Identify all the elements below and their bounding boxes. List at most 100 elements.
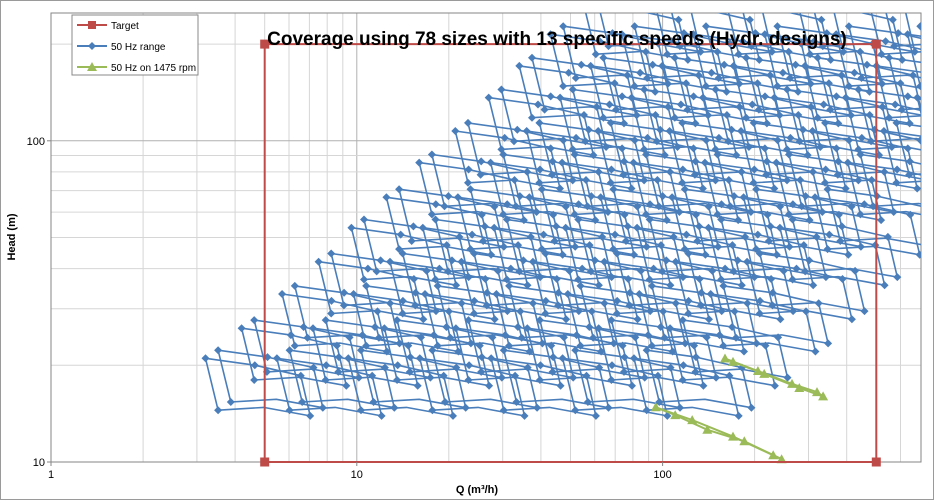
- series-50hz-point: [347, 223, 356, 232]
- series-50hz-point: [398, 309, 407, 318]
- series-50hz-point: [363, 264, 372, 273]
- series-50hz-point: [556, 381, 565, 390]
- y-tick-label: 100: [27, 136, 45, 148]
- series-50hz-point: [546, 30, 555, 39]
- series-50hz-point: [689, 92, 698, 101]
- series-50hz-point: [693, 237, 702, 245]
- series-50hz-point: [745, 15, 754, 24]
- series-50hz-point: [879, 127, 888, 135]
- series-50hz-point: [794, 87, 803, 96]
- series-50hz-point: [660, 333, 669, 342]
- series-50hz-point: [732, 151, 741, 160]
- series-50hz-point: [591, 411, 600, 420]
- series-50hz-point: [606, 178, 615, 187]
- series-50hz-point: [880, 281, 889, 290]
- series-50hz-point: [357, 346, 365, 355]
- series-50hz-point: [576, 281, 585, 290]
- series-50hz-point: [577, 60, 586, 69]
- series-50hz-point: [700, 158, 709, 167]
- series-50hz-point: [534, 100, 542, 109]
- series-50hz-point: [419, 315, 428, 324]
- series-50hz-point: [734, 216, 743, 225]
- series-50hz-point: [860, 307, 869, 316]
- series-50hz-point: [446, 333, 455, 342]
- series-50hz-point: [691, 119, 700, 128]
- series-50hz-point: [877, 216, 886, 225]
- series-50hz-point: [605, 100, 614, 109]
- series-50hz-point: [635, 290, 644, 298]
- series-50hz-point: [428, 346, 437, 355]
- series-50hz-point: [431, 215, 440, 224]
- series-50hz-point: [705, 315, 713, 324]
- series-50hz-point: [808, 127, 817, 135]
- series-50hz-point: [382, 193, 391, 202]
- series-50hz-point: [618, 92, 627, 101]
- series-50hz-point: [536, 361, 545, 370]
- series-50hz-point: [823, 245, 832, 254]
- series-50hz-point: [571, 406, 580, 415]
- series-50hz-point: [599, 53, 608, 62]
- series-50hz-point: [916, 22, 921, 31]
- series-50hz-point: [773, 22, 782, 31]
- series-50hz-point: [755, 309, 764, 318]
- series-50hz-point: [608, 29, 617, 38]
- series-50hz-point: [697, 301, 705, 310]
- series-50hz-point: [772, 250, 781, 259]
- series-50hz-point: [327, 309, 336, 318]
- series-50hz-point: [668, 347, 677, 356]
- series-50hz-point: [636, 68, 645, 77]
- series-50hz-point: [427, 210, 436, 219]
- series-50hz-point: [586, 61, 595, 70]
- series-50hz-point: [642, 406, 651, 415]
- series-50hz-point: [520, 411, 529, 420]
- series-50hz-point: [413, 381, 422, 390]
- series-50hz-point: [377, 411, 386, 420]
- series-50hz-point: [671, 257, 680, 266]
- series-50hz-point: [857, 74, 866, 82]
- series-50hz-point: [714, 74, 723, 82]
- series-50hz-point: [476, 170, 485, 179]
- series-50hz-point: [591, 50, 600, 59]
- series-50hz-point: [513, 125, 522, 134]
- series-50hz-point: [490, 223, 499, 232]
- series-1475rpm-point: [759, 368, 770, 378]
- series-50hz-point: [306, 411, 315, 420]
- series-50hz-point: [564, 68, 573, 77]
- series-50hz-point: [863, 60, 871, 69]
- series-50hz-point: [762, 170, 771, 179]
- series-50hz-point: [622, 237, 630, 245]
- series-50hz-point: [362, 281, 371, 290]
- series-50hz-point: [393, 361, 402, 370]
- series-50hz-point: [250, 361, 259, 370]
- series-50hz-point: [449, 411, 457, 420]
- series-50hz-point: [607, 165, 616, 174]
- series-50hz-point: [786, 74, 795, 82]
- series-50hz-point: [550, 237, 559, 245]
- series-50hz-point: [811, 347, 820, 356]
- series-50hz-point: [587, 267, 595, 276]
- legend-label-50hz-range: 50 Hz range: [111, 42, 166, 53]
- series-50hz-point: [647, 281, 656, 290]
- series-50hz-point: [570, 210, 579, 219]
- series-50hz-point: [813, 113, 822, 122]
- series-50hz-point: [563, 290, 572, 298]
- series-1475rpm-point: [702, 424, 713, 434]
- series-50hz-point: [571, 346, 580, 355]
- series-50hz-point: [843, 158, 852, 167]
- series-50hz-point: [633, 223, 642, 232]
- y-axis-title: Head (m): [6, 213, 18, 260]
- series-50hz-point: [665, 127, 674, 135]
- series-50hz-point: [647, 341, 656, 350]
- series-50hz-point: [589, 333, 598, 342]
- series-50hz-point: [453, 193, 462, 202]
- series-50hz-point: [421, 290, 429, 298]
- series-50hz-point: [768, 301, 777, 310]
- series-50hz-point: [717, 275, 726, 284]
- series-50hz-point: [678, 178, 687, 187]
- series-50hz-point: [825, 230, 834, 239]
- series-50hz-point: [492, 290, 501, 298]
- series-50hz-point: [913, 184, 921, 193]
- series-1475rpm-edge: [655, 406, 676, 417]
- series-50hz-point: [683, 55, 692, 64]
- series-50hz-point: [497, 85, 506, 94]
